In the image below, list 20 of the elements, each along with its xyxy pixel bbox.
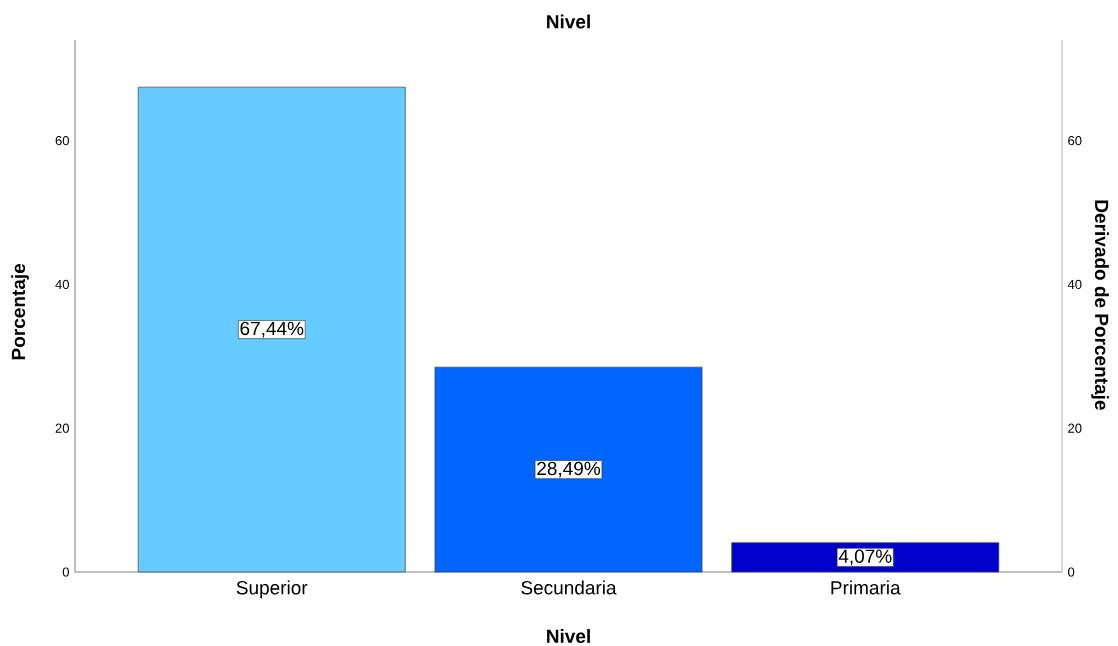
y-tick-label: 60	[55, 135, 69, 146]
y2-axis-title: Derivado de Porcentaje	[1091, 200, 1109, 410]
data-label: 28,49%	[537, 461, 601, 478]
y-axis-title: Porcentaje	[11, 263, 29, 360]
data-label: 4,07%	[838, 549, 892, 566]
x-axis-title: Nivel	[547, 628, 590, 643]
y2-tick-label: 0	[1068, 567, 1075, 577]
y2-tick-label: 40	[1067, 279, 1082, 289]
x-tick-label: Superior	[236, 580, 308, 599]
y2-tick-label: 60	[1068, 135, 1082, 146]
x-tick-label: Primaria	[831, 580, 901, 595]
bar	[434, 366, 703, 573]
data-label: 67,44%	[240, 321, 304, 338]
y-tick-label: 0	[62, 567, 69, 577]
chart-title: Nivel	[547, 14, 590, 29]
y-tick-label: 40	[55, 279, 69, 289]
y2-tick-label: 20	[1068, 423, 1082, 433]
y-tick-label: 20	[55, 423, 69, 433]
bar	[137, 86, 406, 573]
x-tick-label: Secundaria	[521, 580, 617, 595]
